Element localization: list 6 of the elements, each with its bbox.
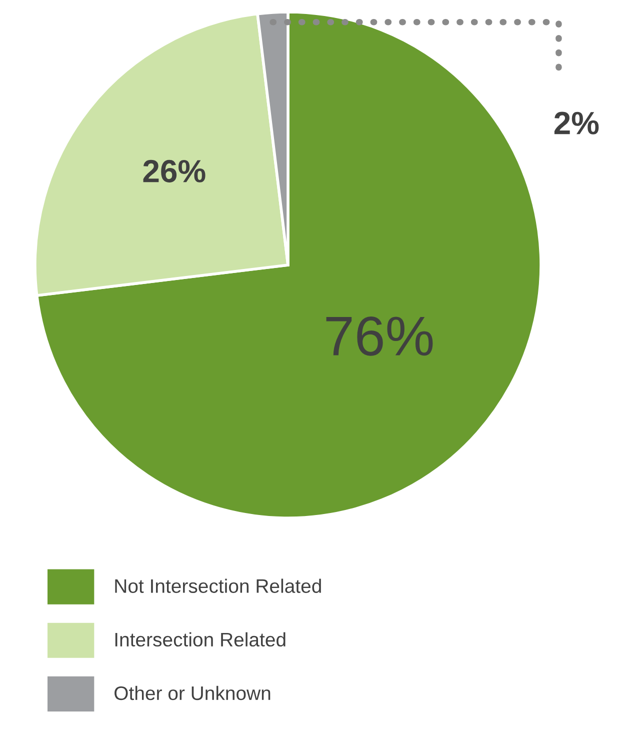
data-label: 2% bbox=[554, 112, 599, 134]
data-label: 26% bbox=[143, 160, 206, 182]
legend-label: Not Intersection Related bbox=[115, 578, 321, 593]
data-label: 76% bbox=[326, 316, 433, 356]
legend-label: Intersection Related bbox=[115, 632, 286, 647]
legend-label: Other or Unknown bbox=[114, 686, 270, 700]
